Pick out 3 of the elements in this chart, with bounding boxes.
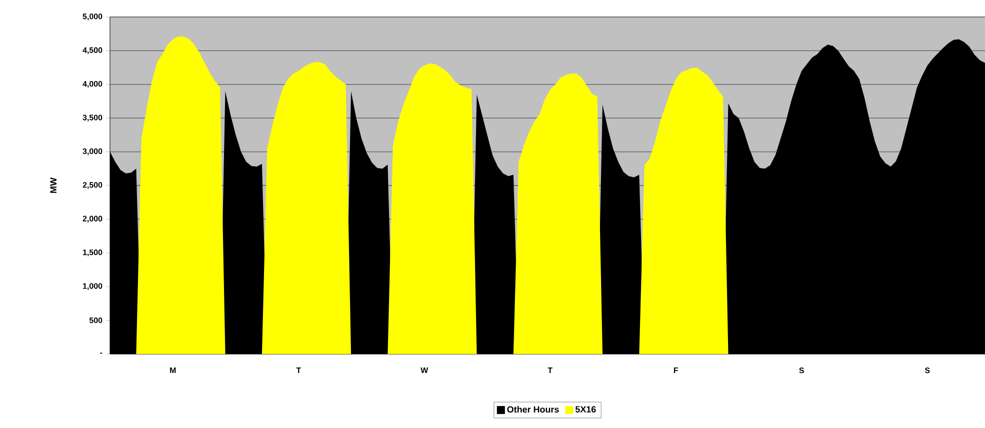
y-axis-title: MW bbox=[50, 178, 56, 193]
legend-label: 5X16 bbox=[575, 406, 596, 413]
legend-label: Other Hours bbox=[507, 406, 559, 413]
